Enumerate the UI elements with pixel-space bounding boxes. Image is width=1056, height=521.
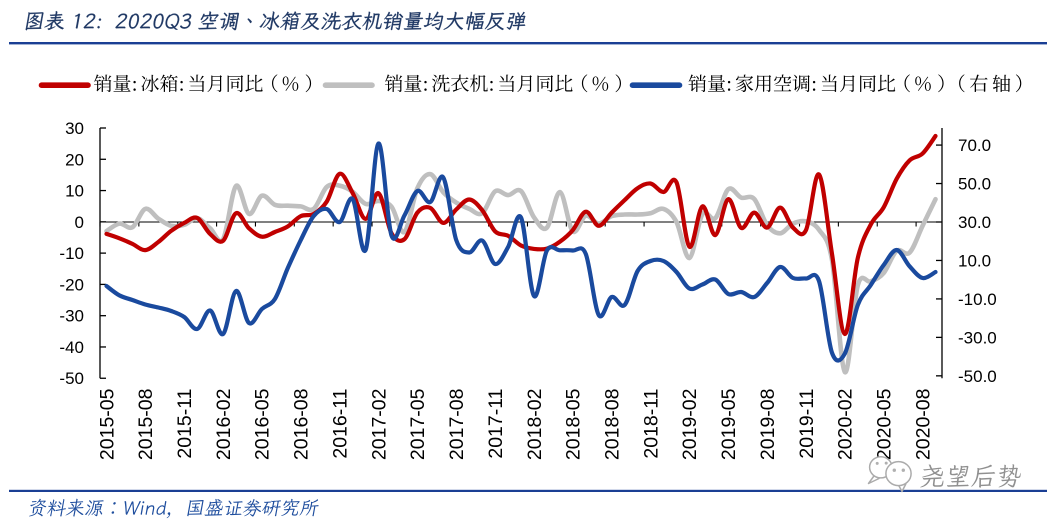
svg-text:2017-02: 2017-02 bbox=[368, 389, 390, 461]
svg-text:2015-05: 2015-05 bbox=[96, 388, 118, 460]
svg-text:2017-08: 2017-08 bbox=[446, 389, 468, 461]
svg-text:2015-08: 2015-08 bbox=[135, 389, 157, 461]
svg-text:2019-08: 2019-08 bbox=[757, 389, 779, 461]
svg-text:2019-11: 2019-11 bbox=[796, 389, 818, 459]
svg-text:2019-02: 2019-02 bbox=[679, 389, 701, 461]
svg-text:2018-08: 2018-08 bbox=[602, 389, 624, 461]
svg-text:10.0: 10.0 bbox=[958, 252, 991, 271]
svg-text:-30.0: -30.0 bbox=[958, 328, 997, 347]
svg-text:-10.0: -10.0 bbox=[958, 290, 997, 309]
svg-text:70.0: 70.0 bbox=[958, 136, 991, 155]
svg-text:20: 20 bbox=[65, 150, 84, 169]
svg-text:2020-02: 2020-02 bbox=[835, 389, 857, 461]
svg-text:2020-08: 2020-08 bbox=[912, 389, 934, 461]
svg-text:10: 10 bbox=[65, 182, 84, 201]
svg-text:2016-02: 2016-02 bbox=[213, 389, 235, 461]
svg-text:2016-05: 2016-05 bbox=[252, 388, 274, 460]
svg-text:0: 0 bbox=[75, 213, 84, 232]
svg-text:2018-02: 2018-02 bbox=[524, 389, 546, 461]
svg-text:50.0: 50.0 bbox=[958, 175, 991, 194]
svg-text:2017-11: 2017-11 bbox=[485, 388, 507, 458]
svg-text:2017-05: 2017-05 bbox=[407, 388, 429, 460]
svg-text:2018-05: 2018-05 bbox=[563, 388, 585, 460]
svg-text:30: 30 bbox=[65, 119, 84, 138]
svg-text:30.0: 30.0 bbox=[958, 213, 991, 232]
svg-text:-20: -20 bbox=[59, 275, 84, 294]
svg-text:-40: -40 bbox=[59, 338, 84, 357]
svg-text:2016-08: 2016-08 bbox=[291, 389, 313, 461]
svg-text:2016-11: 2016-11 bbox=[330, 389, 352, 459]
svg-text:2015-11: 2015-11 bbox=[174, 389, 196, 459]
svg-text:-30: -30 bbox=[59, 307, 84, 326]
svg-text:-50.0: -50.0 bbox=[958, 367, 997, 386]
svg-text:2019-05: 2019-05 bbox=[718, 388, 740, 460]
svg-text:-10: -10 bbox=[59, 244, 84, 263]
svg-text:2018-11: 2018-11 bbox=[640, 389, 662, 459]
svg-text:2020-05: 2020-05 bbox=[874, 388, 896, 460]
svg-text:-50: -50 bbox=[59, 369, 84, 388]
